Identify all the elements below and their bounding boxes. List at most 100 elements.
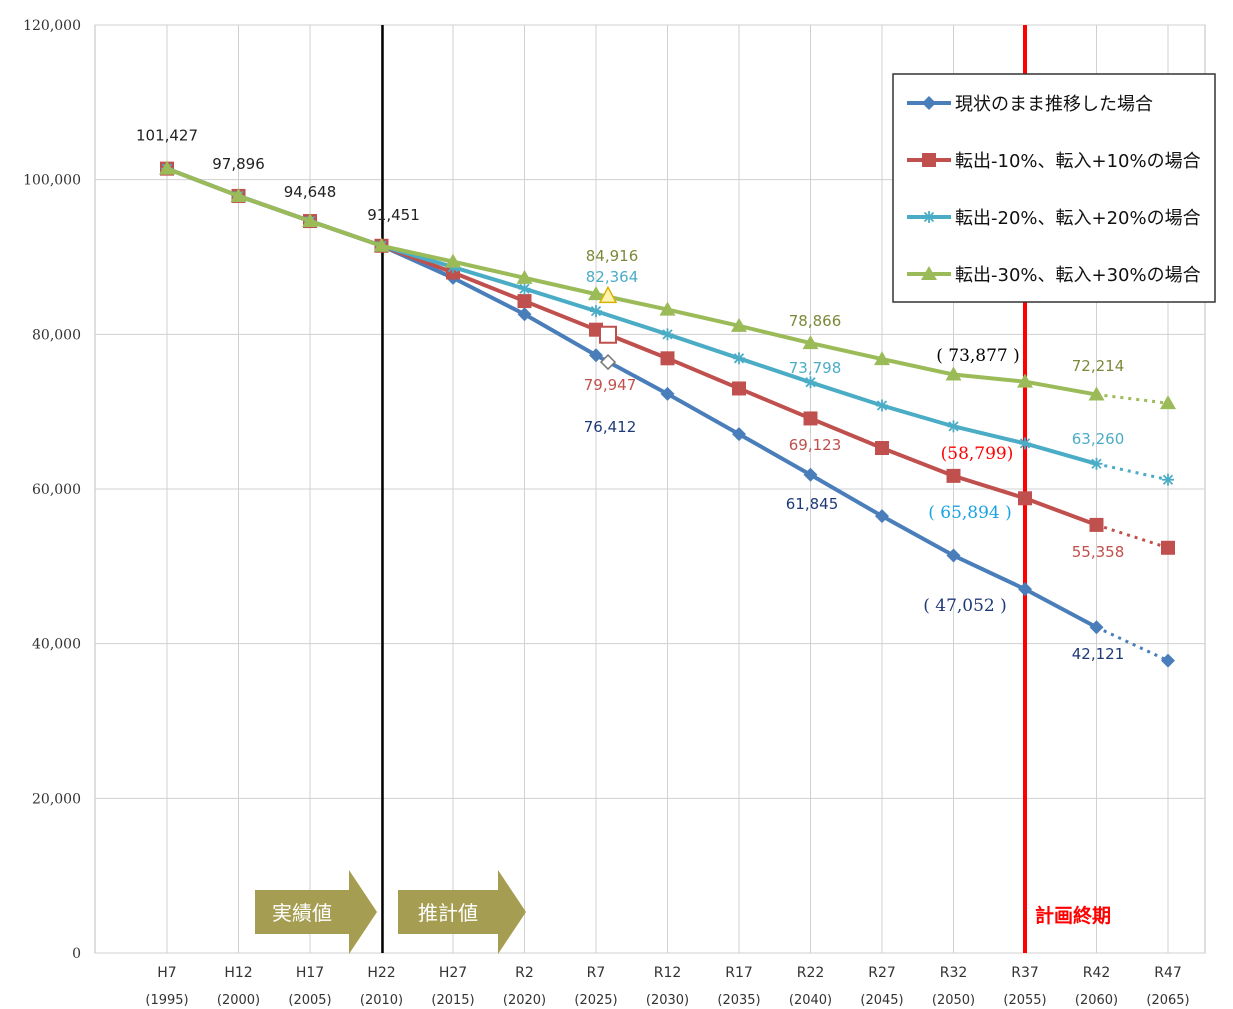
point — [589, 348, 603, 363]
x-tick-year: (2025) — [574, 993, 617, 1008]
legend-entry: 現状のまま推移した場合 — [907, 94, 1153, 115]
x-tick-year: (2040) — [789, 993, 832, 1008]
data-label: 63,260 — [1072, 430, 1125, 448]
x-tick-year: (2045) — [860, 993, 903, 1008]
x-tick-era: R27 — [868, 965, 896, 981]
x-tick-year: (2005) — [288, 993, 331, 1008]
point — [732, 427, 746, 442]
x-tick-year: (1995) — [145, 993, 188, 1008]
point — [588, 286, 604, 301]
x-tick-year: (2030) — [646, 993, 689, 1008]
x-tick-era: R42 — [1083, 965, 1111, 981]
legend-entry: 転出-30%、転入+30%の場合 — [907, 265, 1201, 286]
legend-label: 転出-20%、転入+20%の場合 — [955, 208, 1201, 229]
point — [1161, 540, 1175, 555]
point — [804, 376, 817, 389]
x-tick-year: (2015) — [431, 993, 474, 1008]
point — [922, 96, 936, 110]
point — [1088, 386, 1105, 401]
point — [946, 468, 961, 483]
data-label: 72,214 — [1072, 357, 1125, 375]
point — [660, 351, 675, 366]
legend-entry: 転出-10%、転入+10%の場合 — [907, 151, 1201, 172]
x-tick-era: R17 — [725, 965, 753, 981]
point — [445, 253, 461, 268]
x-tick-era: H27 — [439, 965, 467, 981]
point — [1161, 653, 1175, 668]
data-label: 78,866 — [789, 312, 842, 330]
point — [599, 354, 617, 371]
point — [373, 237, 390, 252]
series-line — [166, 166, 1097, 397]
series-line-dotted — [1095, 625, 1169, 663]
x-tick-era: R37 — [1011, 965, 1039, 981]
data-label: 42,121 — [1072, 645, 1125, 663]
x-tick-year: (2055) — [1003, 993, 1046, 1008]
point — [732, 381, 746, 396]
x-tick-era: R2 — [515, 965, 534, 981]
series-lines — [159, 160, 1176, 668]
legend-entry: 転出-20%、転入+20%の場合 — [907, 208, 1201, 229]
point — [923, 211, 935, 223]
data-label: 82,364 — [586, 268, 639, 286]
x-tick-era: H22 — [367, 965, 395, 981]
point — [159, 160, 175, 175]
x-tick-era: R32 — [940, 965, 968, 981]
actual-arrow-shape — [255, 870, 377, 954]
point — [599, 325, 617, 344]
point — [802, 335, 819, 350]
legend-label: 転出-30%、転入+30%の場合 — [955, 265, 1201, 286]
x-tick-era: H12 — [224, 965, 252, 981]
data-label: 73,798 — [789, 359, 842, 377]
x-tick-year: (2065) — [1146, 993, 1189, 1008]
plan-end-label: 計画終期 — [1035, 904, 1111, 927]
point — [1089, 620, 1104, 635]
data-label: 101,427 — [136, 127, 198, 145]
point — [874, 351, 890, 366]
point — [517, 294, 532, 309]
x-tick-era: R12 — [654, 965, 682, 981]
point — [1017, 373, 1033, 388]
x-tick-era: R47 — [1154, 965, 1182, 981]
point — [876, 399, 888, 412]
x-tick-year: (2060) — [1075, 993, 1118, 1008]
legend-box — [892, 73, 1216, 303]
x-tick-year: (2050) — [932, 993, 975, 1008]
point — [733, 352, 745, 365]
x-tick-year: (2035) — [717, 993, 760, 1008]
point — [517, 307, 532, 322]
y-tick-label: 20,000 — [32, 791, 81, 807]
x-tick-era: H7 — [157, 965, 176, 981]
y-tick-label: 40,000 — [32, 637, 81, 653]
point — [230, 187, 247, 202]
point — [598, 285, 618, 304]
point — [1090, 457, 1103, 470]
point — [803, 467, 818, 482]
point — [516, 269, 533, 284]
point — [1018, 582, 1032, 597]
point — [922, 153, 936, 167]
point — [947, 420, 960, 433]
point — [302, 213, 318, 228]
point — [1089, 517, 1104, 532]
point — [661, 328, 674, 341]
y-tick-label: 80,000 — [32, 327, 81, 343]
point — [1162, 473, 1174, 486]
point — [659, 301, 676, 316]
point — [875, 441, 889, 456]
r7-highlight-markers — [598, 285, 618, 371]
data-labels: 101,427 97,896 94,648 91,451 84,916 82,364 79,… — [136, 127, 1124, 663]
data-label: 61,845 — [786, 495, 839, 513]
point — [1018, 491, 1032, 506]
point — [731, 317, 747, 332]
point — [1019, 437, 1031, 450]
data-label: 91,451 — [367, 206, 420, 224]
legend-label: 転出-10%、転入+10%の場合 — [955, 151, 1201, 172]
y-tick-label: 0 — [72, 946, 81, 962]
data-label: 69,123 — [789, 436, 842, 454]
y-tick-label: 120,000 — [23, 18, 81, 34]
point — [518, 282, 531, 295]
point — [875, 509, 889, 524]
y-tick-label: 60,000 — [32, 482, 81, 498]
x-tick-era: R7 — [587, 965, 606, 981]
